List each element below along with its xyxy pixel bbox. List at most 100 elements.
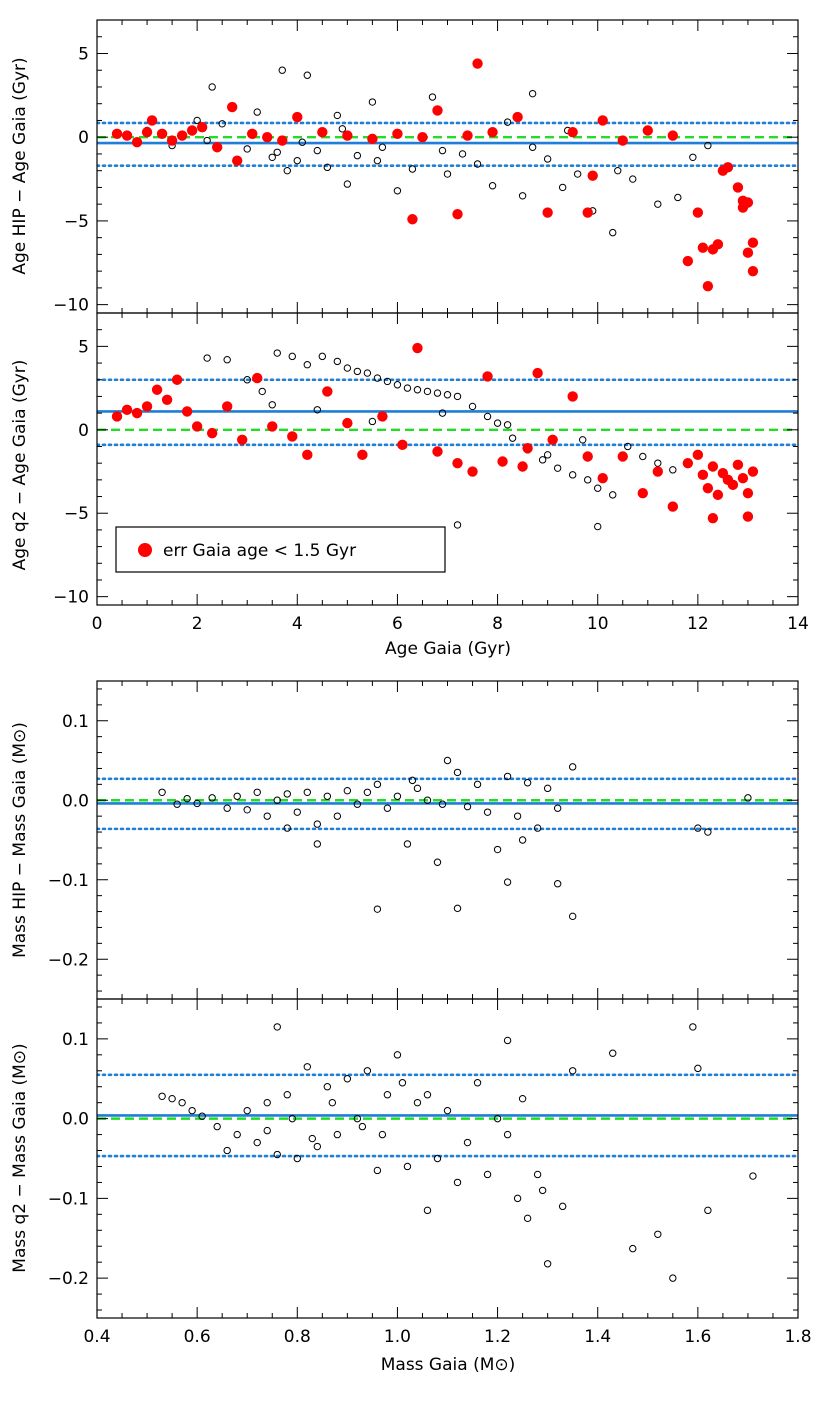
data-point [508,434,517,442]
data-point [749,1172,757,1180]
data-point [697,242,709,253]
data-point [313,840,322,848]
data-point [594,522,602,531]
data-point [243,376,251,384]
y-tick-label: 5 [78,337,89,357]
data-point [443,1106,452,1115]
data-point [302,449,313,461]
data-point [503,878,512,886]
data-point [669,466,677,474]
data-point [528,143,537,151]
data-point [553,464,562,472]
x-tick-label: 1.6 [684,1327,711,1347]
data-point [288,352,296,361]
data-point [343,180,352,188]
data-point [158,788,166,796]
y-axis-label: Age q2 − Age Gaia (Gyr) [10,360,30,571]
data-point [682,255,694,267]
data-point [156,128,168,140]
data-point [333,1130,342,1139]
data-point [367,133,378,145]
data-point [333,812,342,820]
data-point [543,155,552,163]
data-point [223,804,231,812]
data-point [423,1091,432,1099]
data-point [513,812,522,820]
data-point [452,209,463,220]
data-point [353,1114,362,1123]
data-point [533,824,542,832]
data-point [558,183,567,192]
data-point [453,904,462,913]
data-point [111,411,123,422]
data-point [146,115,158,126]
data-point [377,411,388,422]
data-point [313,1142,322,1151]
data-point [178,1098,186,1107]
data-point [111,128,123,140]
data-point [568,763,577,771]
data-point [383,804,392,812]
data-point [702,483,714,494]
y-tick-label: −0.1 [48,871,89,891]
data-point [121,404,133,415]
x-axis-label: Mass Gaia (M⊙) [381,1355,516,1375]
data-point [722,162,734,173]
data-point [538,1186,547,1195]
data-point [458,150,467,158]
data-point [253,1138,261,1147]
data-point [438,800,447,808]
x-tick-label: 8 [492,614,503,634]
y-tick-label: −5 [64,212,89,232]
data-point [211,142,223,153]
data-point [263,812,271,820]
data-point [268,401,276,409]
data-point [453,768,462,777]
data-point [463,802,472,811]
data-point [131,137,143,148]
data-point [467,466,478,477]
data-point [373,156,382,165]
data-point [732,182,744,193]
data-point [493,845,502,854]
data-point [432,105,443,116]
data-point [293,156,301,165]
data-point [283,1091,291,1099]
data-point [453,1178,462,1187]
data-point [667,501,679,512]
data-point [472,58,483,69]
data-point [213,1122,221,1131]
data-point [247,128,258,140]
data-point [208,83,216,91]
data-point [373,780,382,789]
data-point [629,1244,637,1253]
data-point [609,491,617,499]
x-tick-label: 1.8 [784,1327,811,1347]
data-point [176,130,188,141]
data-point [151,384,163,395]
data-point [423,1206,432,1215]
data-point [609,228,617,237]
data-point [732,459,744,471]
data-point [694,824,702,832]
data-point [121,130,133,141]
data-point [704,141,712,150]
y-tick-label: 0.0 [62,1110,89,1130]
data-point [223,356,231,364]
data-point [407,214,418,225]
data-point [403,1162,412,1171]
data-point [667,130,679,141]
y-tick-label: 0.0 [62,791,89,811]
data-point [468,402,477,411]
data-point [493,1114,502,1123]
plot-frame [96,998,799,1319]
data-point [547,434,558,446]
data-point [473,1079,482,1087]
data-point [483,1170,492,1179]
data-point [503,772,512,781]
data-point [438,409,447,417]
data-point [617,135,628,146]
data-point [268,153,276,161]
panel-age-hip: −10 −5 0 5 Age HIP − Age Gaia (Gyr) [10,19,799,316]
data-point [553,880,562,888]
